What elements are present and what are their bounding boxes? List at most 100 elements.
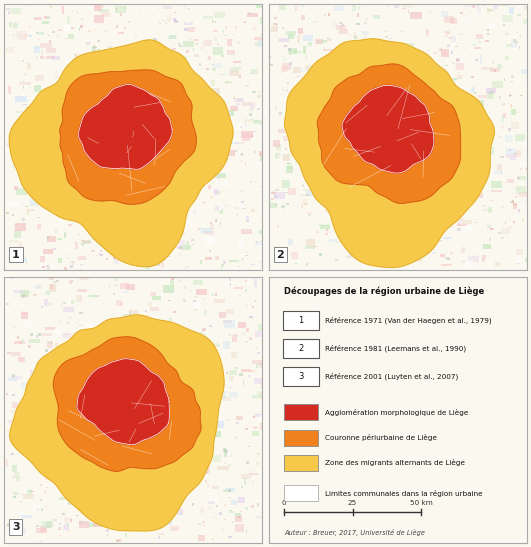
Text: Limites communales dans la région urbaine: Limites communales dans la région urbain… [326, 490, 483, 497]
Bar [125, 476, 129, 478]
Bar [516, 164, 525, 166]
Bar [50, 284, 53, 289]
Bar [226, 26, 227, 30]
Bar [139, 154, 141, 156]
Bar [404, 93, 414, 100]
Bar [444, 16, 454, 24]
Bar [125, 145, 128, 146]
Bar [135, 159, 139, 161]
Bar [359, 199, 362, 202]
Bar [81, 465, 83, 467]
Bar [459, 34, 463, 35]
Bar [83, 240, 91, 244]
Bar [354, 32, 356, 36]
Bar [75, 466, 76, 467]
Bar [126, 444, 128, 447]
Bar [480, 110, 483, 112]
Bar [141, 414, 144, 421]
Bar [179, 253, 181, 255]
Bar [350, 122, 353, 124]
Bar [283, 154, 290, 161]
Bar [213, 98, 216, 101]
Bar [21, 422, 22, 424]
Bar [192, 453, 203, 459]
Bar [188, 174, 190, 176]
Bar [55, 77, 59, 78]
Bar [397, 145, 400, 148]
Bar [191, 393, 194, 394]
Bar [103, 347, 112, 354]
Bar [306, 55, 307, 57]
Bar [81, 93, 84, 94]
Bar [47, 16, 50, 19]
Bar [95, 499, 96, 503]
Bar [434, 69, 437, 71]
Bar [130, 364, 132, 366]
Bar [288, 48, 297, 55]
Bar [43, 179, 52, 184]
Bar [273, 139, 280, 147]
Bar [74, 170, 77, 172]
Bar [77, 335, 87, 341]
Bar [31, 173, 33, 176]
Bar [468, 144, 469, 146]
Bar [242, 134, 250, 141]
Bar [83, 466, 89, 473]
Bar [339, 200, 345, 206]
Bar [189, 382, 191, 388]
Bar [20, 493, 22, 496]
Bar [194, 39, 199, 41]
Bar [212, 30, 218, 32]
Bar [483, 127, 485, 130]
Bar [162, 223, 174, 226]
Bar [367, 177, 369, 178]
Text: 0: 0 [282, 500, 287, 506]
Bar [299, 82, 311, 85]
Bar [62, 7, 64, 14]
Bar [199, 164, 201, 166]
Bar [447, 92, 449, 95]
Bar [90, 86, 102, 92]
Bar [26, 262, 27, 265]
Bar [492, 247, 493, 248]
Bar [124, 461, 131, 464]
Bar [215, 189, 218, 195]
Bar [215, 446, 217, 449]
Bar [73, 108, 74, 110]
Bar [435, 189, 441, 191]
Bar [189, 27, 195, 32]
Bar [45, 478, 50, 480]
Bar [219, 399, 220, 401]
Bar [190, 187, 197, 191]
Bar [117, 539, 121, 542]
Bar [46, 89, 47, 91]
Bar [504, 78, 506, 81]
Bar [259, 150, 265, 156]
Bar [61, 259, 62, 260]
Bar [279, 3, 286, 10]
Bar [382, 157, 386, 159]
Bar [87, 449, 91, 451]
Bar [377, 62, 382, 66]
Bar [513, 36, 518, 39]
Bar [222, 449, 226, 452]
Bar [110, 522, 112, 525]
Bar [44, 521, 54, 527]
Bar [200, 260, 202, 264]
Bar [269, 111, 271, 113]
Bar [142, 412, 145, 417]
Bar [82, 440, 84, 442]
Bar [471, 154, 478, 158]
Bar [46, 48, 56, 53]
Bar [214, 12, 226, 19]
Bar [384, 123, 391, 130]
Bar [30, 293, 32, 294]
Bar [456, 118, 463, 125]
Bar [510, 44, 512, 45]
Bar [167, 519, 169, 520]
Bar [469, 143, 476, 145]
Bar [479, 167, 481, 170]
Bar [441, 175, 443, 177]
Bar [26, 166, 27, 168]
Bar [436, 68, 444, 75]
